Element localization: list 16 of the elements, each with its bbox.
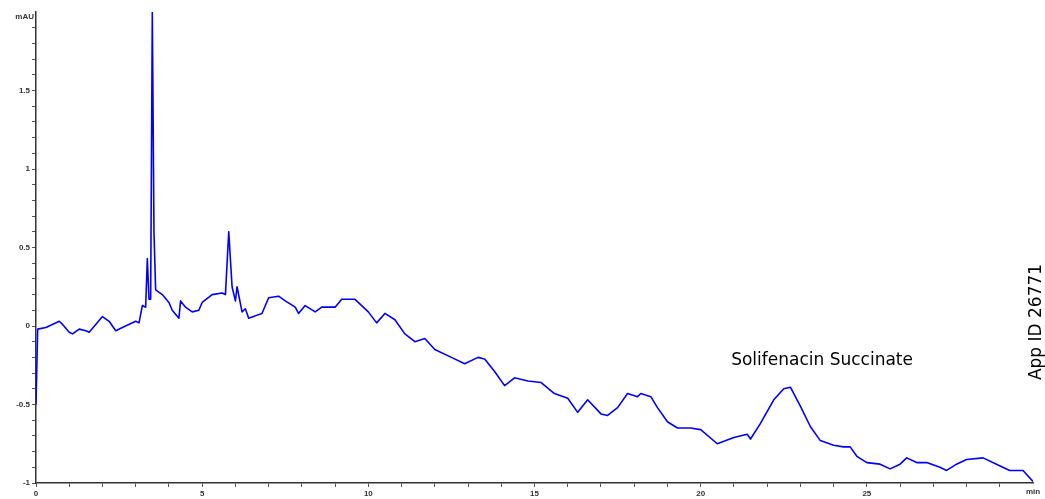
y-tick-label: 0.5 (18, 242, 31, 252)
x-axis-title: min (1025, 487, 1041, 497)
x-tick-label: 0 (33, 489, 39, 498)
y-tick-label: 1 (25, 164, 31, 174)
annotation: App ID 26771 (1025, 263, 1045, 381)
y-tick-label: 0 (25, 321, 31, 331)
x-tick-label: 20 (696, 489, 706, 498)
annotation: Solifenacin Succinate (731, 349, 913, 370)
y-tick-label: -0.5 (16, 399, 31, 409)
y-tick-label: -1 (22, 478, 31, 488)
x-tick-label: 5 (199, 489, 205, 498)
y-tick-label: 1.5 (18, 85, 31, 95)
x-tick-label: 10 (363, 489, 374, 498)
x-tick-label: 25 (862, 489, 872, 498)
y-axis-title: mAU (15, 12, 35, 22)
x-tick-label: 15 (530, 489, 540, 498)
